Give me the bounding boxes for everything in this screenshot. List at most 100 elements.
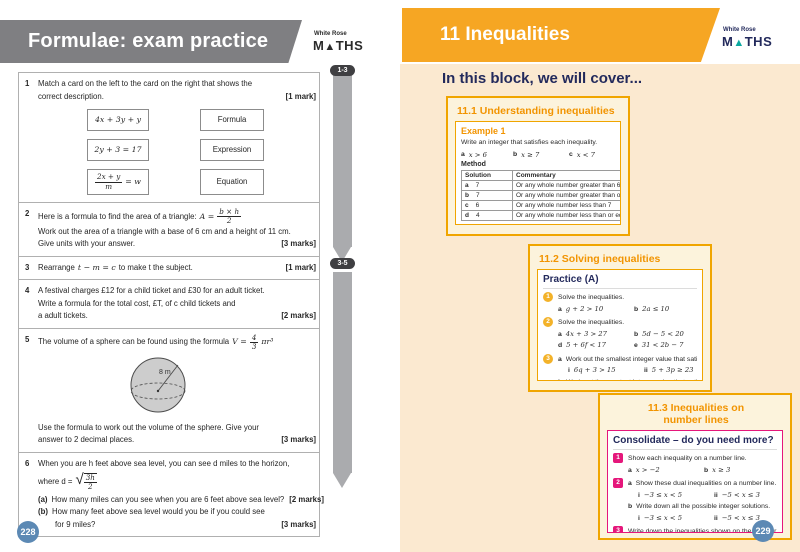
question-text: A festival charges £12 for a child ticke…: [38, 286, 265, 296]
section-title: 11.2 Solving inequalities: [539, 253, 661, 265]
example-label: Example 1: [461, 126, 506, 136]
table-row: d4 Or any whole number less than or equa…: [461, 209, 620, 221]
logo-subtext: White Rose: [723, 27, 756, 33]
table-row: b7 Or any whole number greater than or e…: [461, 189, 620, 201]
marks-label: [2 marks]: [289, 494, 324, 504]
item-number-square: 3: [613, 526, 623, 532]
page-number-right: 229: [752, 520, 774, 542]
question-text: to make t the subject.: [118, 262, 193, 272]
radius-label: 8 m: [159, 369, 171, 376]
sphere-diagram: 8 m: [126, 354, 316, 421]
chapter-title: 11 Inequalities: [440, 24, 570, 45]
difficulty-bar-upper: [333, 71, 352, 247]
description-card: Formula: [200, 109, 264, 131]
question-text: where d =: [38, 476, 73, 486]
question-text: When you are h feet above sea level, you…: [38, 458, 290, 468]
difficulty-bar-lower: [333, 272, 352, 473]
question-text: Match a card on the left to the card on …: [38, 79, 253, 88]
section-11-2-box: 11.2 Solving inequalities Practice (A) 1…: [528, 244, 712, 392]
item-number-circle: 1: [543, 292, 553, 302]
logo-wordmark: M▲THS: [722, 34, 773, 49]
question-number: 4: [25, 286, 30, 296]
marks-label: [1 mark]: [285, 91, 316, 101]
question-text: answer to 2 decimal places.: [38, 435, 135, 445]
question-text: Use the formula to work out the volume o…: [38, 422, 260, 432]
section-11-1-box: 11.1 Understanding inequalities Example …: [446, 96, 630, 236]
question-number: 2: [25, 209, 30, 218]
question-text: The volume of a sphere can be found usin…: [38, 337, 230, 347]
difficulty-badge-1-3: 1-3: [330, 65, 355, 76]
item-number-square: 2: [613, 478, 623, 488]
exam-questions-panel: 1 Match a card on the left to the card o…: [18, 72, 324, 538]
question-number: 5: [25, 334, 30, 344]
marks-label: [3 marks]: [281, 435, 316, 445]
table-header: Commentary: [512, 169, 620, 181]
table-header: Solution: [461, 169, 513, 181]
consolidate-item-1: 1 Show each inequality on a number line.…: [613, 453, 777, 475]
question-text: correct description.: [38, 91, 104, 101]
practice-heading: Practice (A): [543, 274, 697, 289]
expression-card: 4x + 3y + y: [87, 109, 149, 131]
example-prompt: Write an integer that satisfies each ine…: [461, 139, 598, 146]
triangle-icon: ▲: [324, 41, 336, 53]
logo-subtext: White Rose: [314, 31, 347, 37]
question-text: Give units with your answer.: [38, 239, 136, 249]
practice-item-2: 2 Solve the inequalities. a 4x + 3 > 27 b…: [543, 317, 697, 351]
logo-wordmark: M▲THS: [313, 38, 364, 53]
part-label: (a): [38, 494, 48, 504]
section-11-3-box: 11.3 Inequalities on number lines Consol…: [598, 393, 792, 540]
question-2: 2 Here is a formula to find the area of …: [19, 203, 319, 257]
section-title: 11.3 Inequalities on number lines: [647, 402, 745, 426]
question-number: 6: [25, 458, 30, 468]
question-text: a adult tickets.: [38, 311, 88, 321]
question-text: Here is a formula to find the area of a …: [38, 211, 197, 221]
question-number: 3: [25, 262, 30, 272]
description-card: Equation: [200, 169, 264, 195]
item-number-circle: 3: [543, 353, 553, 364]
method-label: Method: [461, 160, 486, 168]
question-6: 6 When you are h feet above sea level, y…: [19, 453, 324, 537]
marks-label: [2 marks]: [281, 311, 316, 321]
page-number-left: 228: [17, 521, 39, 543]
consolidate-heading: Consolidate – do you need more?: [613, 435, 777, 450]
difficulty-badge-3-5: 3-5: [330, 258, 355, 269]
description-card: Expression: [200, 139, 264, 161]
item-number-circle: 2: [543, 317, 553, 327]
square-root-formula: √ 3h 2: [75, 471, 97, 492]
part-label: (b): [38, 507, 48, 517]
consolidate-item-2: 2 a Show these dual inequalities on a num…: [613, 478, 777, 523]
question-text: How many feet above sea level would you …: [51, 507, 265, 517]
question-4: 4 A festival charges £12 for a child tic…: [19, 280, 319, 329]
question-3: 3 Rearrange t − m = c to make t the subj…: [19, 257, 319, 281]
right-page-banner: 11 Inequalities: [402, 8, 720, 62]
question-number: 1: [25, 79, 30, 88]
question-text: Work out the area of a triangle with a b…: [38, 226, 291, 236]
expression-card: 2y + 3 = 17: [87, 139, 149, 161]
marks-label: [3 marks]: [281, 239, 316, 249]
consolidate-item-3: 3 Write down the inequalities shown on t…: [613, 526, 777, 532]
white-rose-maths-logo-right: White Rose M▲THS: [722, 27, 772, 50]
practice-item-3: 3 a Work out the smallest integer value t…: [543, 353, 697, 380]
section-title: 11.1 Understanding inequalities: [457, 105, 615, 117]
question-text: Write a formula for the total cost, £T, …: [38, 298, 236, 308]
question-5: 5 The volume of a sphere can be found us…: [19, 329, 319, 453]
block-intro-text: In this block, we will cover...: [442, 70, 643, 87]
question-text: for 9 miles?: [55, 519, 96, 529]
question-text: Rearrange: [38, 262, 75, 272]
marks-label: [3 marks]: [281, 519, 316, 529]
question-text: How many miles can you see when you are …: [51, 494, 285, 504]
marks-label: [1 mark]: [285, 262, 316, 272]
white-rose-maths-logo-left: White Rose M▲THS: [313, 31, 363, 54]
consolidate-preview: Consolidate – do you need more? 1 Show e…: [607, 430, 783, 533]
triangle-icon: ▲: [733, 37, 745, 49]
difficulty-bar-lower-arrow: [333, 473, 351, 488]
item-number-square: 1: [613, 453, 623, 463]
example-preview: Example 1 Write an integer that satisfie…: [455, 121, 621, 225]
left-page-title: Formulae: exam practice: [28, 30, 269, 52]
